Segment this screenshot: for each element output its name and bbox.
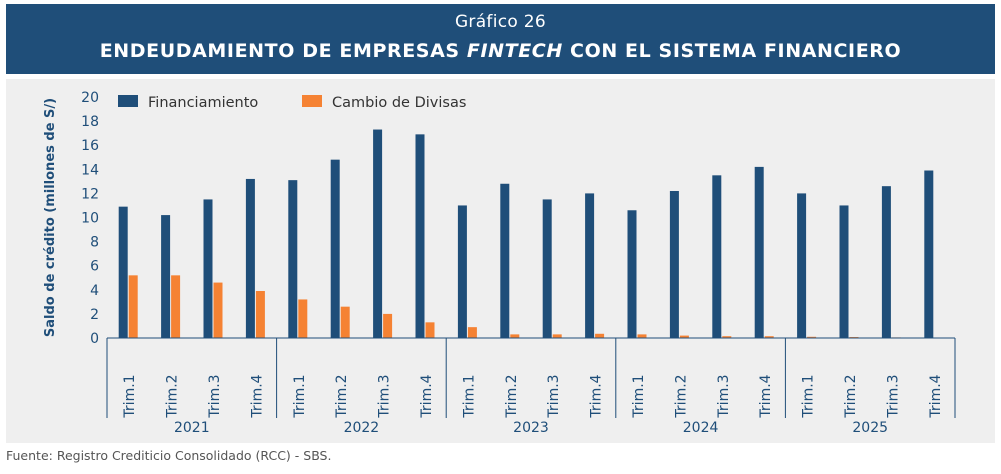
x-tick-label-quarter: Trim.2	[165, 374, 181, 418]
bar-financiamiento	[245, 178, 255, 338]
source-note: Fuente: Registro Crediticio Consolidado …	[6, 448, 332, 463]
bar-financiamiento	[330, 159, 340, 338]
bar-financiamiento	[627, 210, 637, 338]
bar-financiamiento	[203, 199, 213, 338]
x-tick-label-quarter: Trim.2	[673, 374, 689, 418]
bar-financiamiento	[712, 175, 722, 338]
x-tick-label-quarter: Trim.4	[419, 374, 435, 418]
x-tick-label-quarter: Trim.1	[292, 374, 308, 418]
chart-title-post: CON EL SISTEMA FINANCIERO	[562, 40, 902, 62]
y-tick-label: 14	[81, 162, 99, 178]
bar-financiamiento	[373, 129, 383, 338]
legend-swatch-financiamiento	[118, 95, 138, 107]
x-tick-label-quarter: Trim.3	[546, 374, 562, 418]
x-tick-label-quarter: Trim.3	[885, 374, 901, 418]
bar-cambio-divisas	[425, 322, 435, 338]
x-tick-label-quarter: Trim.4	[589, 374, 605, 418]
x-group-label-year: 2023	[513, 420, 549, 436]
bar-financiamiento	[754, 166, 764, 338]
y-axis-label: Saldo de crédito (millones de S/)	[43, 98, 58, 337]
y-tick-label: 10	[81, 211, 99, 227]
legend-label-financiamiento: Financiamiento	[148, 95, 258, 111]
bar-financiamiento	[542, 199, 552, 338]
x-tick-label-quarter: Trim.2	[504, 374, 520, 418]
x-tick-label-quarter: Trim.1	[801, 374, 817, 418]
x-tick-label-quarter: Trim.1	[631, 374, 647, 418]
legend-swatch-cambio	[302, 95, 322, 107]
bar-financiamiento	[839, 205, 849, 338]
bar-financiamiento	[500, 183, 510, 338]
chart-title-emphasis: FINTECH	[466, 40, 563, 62]
x-tick-label-quarter: Trim.4	[249, 374, 265, 418]
bar-financiamiento	[881, 186, 891, 338]
bar-cambio-divisas	[298, 299, 308, 338]
bar-cambio-divisas	[171, 275, 181, 338]
y-tick-label: 0	[90, 331, 99, 347]
y-tick-label: 18	[81, 114, 99, 130]
x-tick-label-quarter: Trim.3	[377, 374, 393, 418]
bar-financiamiento	[669, 190, 679, 338]
x-tick-label-quarter: Trim.2	[843, 374, 859, 418]
bar-cambio-divisas	[552, 334, 562, 338]
y-tick-label: 4	[90, 283, 99, 299]
x-tick-label-quarter: Trim.3	[716, 374, 732, 418]
x-group-label-year: 2025	[852, 420, 888, 436]
bar-cambio-divisas	[467, 327, 477, 338]
bar-cambio-divisas	[722, 336, 732, 338]
bar-financiamiento	[585, 193, 595, 338]
bar-financiamiento	[288, 180, 298, 338]
bar-financiamiento	[924, 170, 934, 338]
chart-header: Gráfico 26 ENDEUDAMIENTO DE EMPRESAS FIN…	[6, 4, 995, 74]
y-tick-label: 12	[81, 186, 99, 202]
x-tick-label-quarter: Trim.3	[207, 374, 223, 418]
x-group-label-year: 2024	[683, 420, 719, 436]
bar-cambio-divisas	[637, 334, 647, 338]
y-tick-label: 20	[81, 90, 99, 106]
x-tick-label-quarter: Trim.1	[122, 374, 138, 418]
y-tick-label: 2	[90, 307, 99, 323]
bar-cambio-divisas	[510, 334, 520, 338]
bar-cambio-divisas	[595, 333, 605, 338]
bar-cambio-divisas	[764, 336, 774, 338]
bar-cambio-divisas	[383, 313, 393, 338]
y-tick-label: 6	[90, 259, 99, 275]
x-group-label-year: 2021	[174, 420, 210, 436]
y-tick-label: 16	[81, 138, 99, 154]
bar-cambio-divisas	[213, 282, 223, 338]
legend-label-cambio: Cambio de Divisas	[332, 95, 466, 111]
bar-financiamiento	[118, 206, 128, 338]
bar-cambio-divisas	[679, 335, 689, 338]
x-tick-label-quarter: Trim.1	[461, 374, 477, 418]
chart-supertitle: Gráfico 26	[454, 12, 547, 32]
chart-title: ENDEUDAMIENTO DE EMPRESAS FINTECH CON EL…	[6, 40, 995, 62]
bar-financiamiento	[161, 215, 171, 338]
bar-cambio-divisas	[340, 306, 350, 338]
x-tick-label-quarter: Trim.4	[758, 374, 774, 418]
y-tick-label: 8	[90, 235, 99, 251]
chart-panel: Saldo de crédito (millones de S/) 0 2 4 6 8 10…	[6, 79, 995, 443]
bar-chart: Saldo de crédito (millones de S/) 0 2 4 6 8 10…	[43, 90, 956, 436]
bar-cambio-divisas	[128, 275, 138, 338]
bar-financiamiento	[415, 134, 425, 338]
chart-title-pre: ENDEUDAMIENTO DE EMPRESAS	[99, 40, 467, 62]
x-tick-label-quarter: Trim.2	[334, 374, 350, 418]
bar-cambio-divisas	[807, 336, 817, 338]
x-group-label-year: 2022	[344, 420, 380, 436]
bar-financiamiento	[797, 193, 807, 338]
x-tick-label-quarter: Trim.4	[928, 374, 944, 418]
bar-cambio-divisas	[255, 291, 265, 338]
bar-financiamiento	[457, 205, 467, 338]
